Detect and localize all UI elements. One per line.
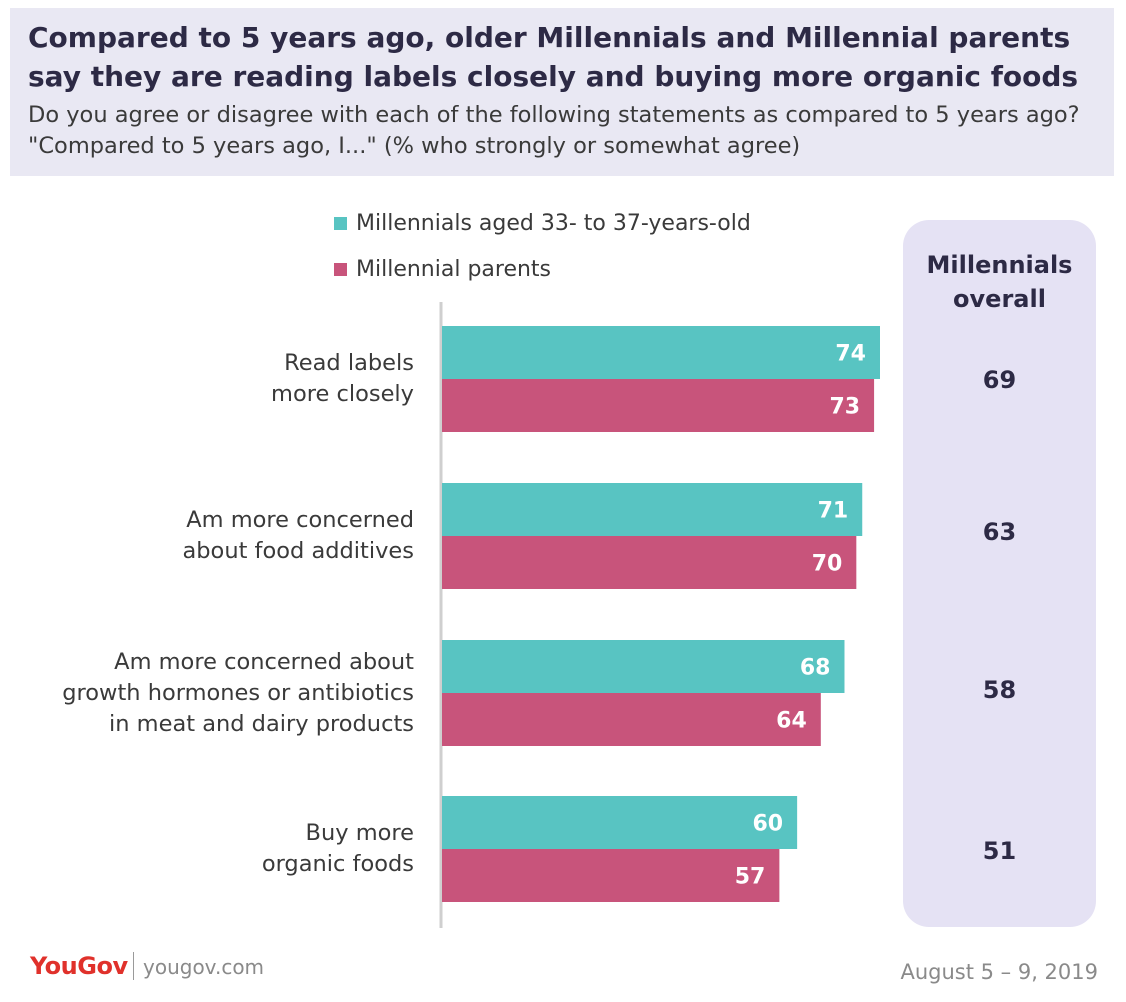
legend-label-series-2: Millennial parents [356,256,552,282]
legend-label-series-1: Millennials aged 33- to 37-years-old [356,210,751,236]
bar-series-1-cat-2 [442,640,845,693]
legend-swatch-teal [334,216,347,230]
category-label-line: in meat and dairy products [109,710,414,737]
overall-value-1: 63 [982,518,1017,546]
category-label-line: organic foods [261,851,414,877]
bar-series-1-cat-3 [442,796,798,849]
legend-item-series-1: Millennials aged 33- to 37-years-old [334,200,751,246]
bar-value-label-series-2-cat-0: 73 [829,395,860,420]
footer-site: yougov.com [143,955,265,979]
bar-value-label-series-2-cat-1: 70 [812,552,843,577]
overall-value-0: 69 [982,366,1017,394]
legend: Millennials aged 33- to 37-years-old Mil… [334,200,751,292]
bar-series-2-cat-0 [442,379,875,432]
legend-swatch-pink [334,262,347,276]
footer-date: August 5 – 9, 2019 [900,960,1098,984]
bar-series-1-cat-1 [442,483,863,536]
bar-value-label-series-1-cat-2: 68 [800,656,831,681]
category-label-line: Am more concerned [186,507,414,533]
category-label-line: Read labels [284,350,414,376]
category-label-line: more closely [271,381,414,407]
bar-value-label-series-2-cat-3: 57 [735,865,766,890]
overall-panel: Millennials overall 69 63 58 51 [903,220,1096,927]
overall-header-text: Millennials overall [926,251,1073,313]
overall-value-3: 51 [982,837,1017,865]
bar-series-2-cat-3 [442,849,780,902]
yougov-logo: YouGov [30,952,128,980]
bar-series-1-cat-0 [442,326,880,379]
overall-value-2: 58 [982,676,1017,704]
category-label-line: Buy more [305,820,414,846]
legend-item-series-2: Millennial parents [334,246,751,292]
category-label-line: Am more concerned about [114,648,414,675]
footer-divider [133,952,134,980]
header-panel: Compared to 5 years ago, older Millennia… [10,8,1114,176]
category-label-2: Am more concerned about growth hormones o… [62,647,414,740]
bar-value-label-series-2-cat-2: 64 [776,709,807,734]
chart-subtitle: Do you agree or disagree with each of th… [28,102,1080,159]
category-label-1: Am more concerned about food additives [182,505,414,567]
category-label-0: Read labels more closely [271,348,414,410]
overall-header: Millennials overall [903,248,1096,316]
category-label-line: about food additives [182,538,414,564]
bar-series-2-cat-2 [442,693,821,746]
bar-series-2-cat-1 [442,536,857,589]
bar-value-label-series-1-cat-0: 74 [835,342,866,367]
category-label-3: Buy more organic foods [262,818,414,880]
chart-title: Compared to 5 years ago, older Millennia… [28,21,1079,93]
bar-value-label-series-1-cat-1: 71 [818,499,849,524]
bar-value-label-series-1-cat-3: 60 [753,812,784,837]
category-label-line: growth hormones or antibiotics [62,679,414,706]
